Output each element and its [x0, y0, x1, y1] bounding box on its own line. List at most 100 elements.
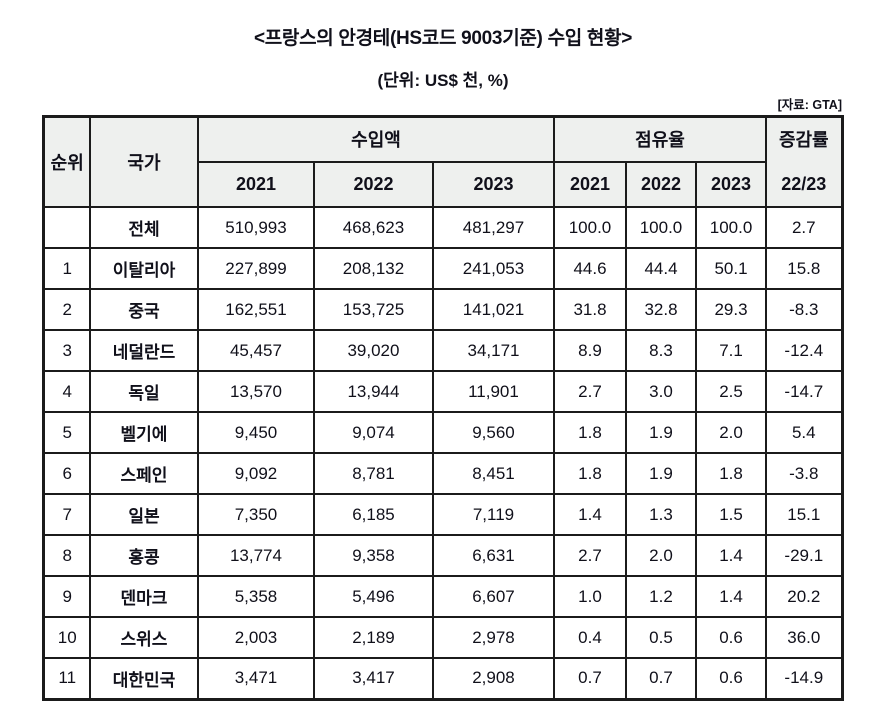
- share-2021-cell: 100.0: [553, 206, 627, 249]
- table-row: 6 스페인 9,092 8,781 8,451 1.8 1.9 1.8 -3.8: [42, 452, 844, 495]
- import-2021-cell: 45,457: [196, 329, 315, 372]
- rank-cell: 4: [42, 370, 91, 413]
- share-2021-cell: 2.7: [553, 370, 627, 413]
- table-row: 4 독일 13,570 13,944 11,901 2.7 3.0 2.5 -14.7: [42, 370, 844, 413]
- table-row: 3 네덜란드 45,457 39,020 34,171 8.9 8.3 7.1 -12.4: [42, 329, 844, 372]
- col-header-import-amount: 수입액: [196, 115, 556, 163]
- import-2023-cell: 7,119: [431, 493, 556, 536]
- share-2023-cell: 2.0: [694, 411, 768, 454]
- import-2021-cell: 5,358: [196, 575, 315, 618]
- import-2021-cell: 9,092: [196, 452, 315, 495]
- share-2023-cell: 0.6: [694, 657, 768, 700]
- import-table: 순위 국가 수입액 점유율 증감률 22/23 2021 2022 2023 2…: [42, 115, 844, 701]
- share-2022-cell: 3.0: [625, 370, 697, 413]
- import-2021-cell: 2,003: [196, 616, 315, 659]
- import-2023-cell: 11,901: [431, 370, 556, 413]
- share-2021-cell: 1.8: [553, 411, 627, 454]
- rank-cell: 5: [42, 411, 91, 454]
- import-2022-cell: 5,496: [312, 575, 434, 618]
- share-2022-cell: 1.9: [625, 411, 697, 454]
- growth-cell: -14.9: [765, 657, 844, 700]
- share-2021-cell: 8.9: [553, 329, 627, 372]
- rank-cell: [42, 206, 91, 249]
- import-2021-cell: 510,993: [196, 206, 315, 249]
- rank-cell: 8: [42, 534, 91, 577]
- share-2022-cell: 100.0: [625, 206, 697, 249]
- table-row: 1 이탈리아 227,899 208,132 241,053 44.6 44.4 50.1 15…: [42, 247, 844, 290]
- growth-cell: -3.8: [765, 452, 844, 495]
- rank-cell: 3: [42, 329, 91, 372]
- growth-cell: 15.1: [765, 493, 844, 536]
- import-2023-cell: 6,631: [431, 534, 556, 577]
- import-2023-cell: 141,021: [431, 288, 556, 331]
- rank-cell: 2: [42, 288, 91, 331]
- growth-period-label: 22/23: [781, 174, 827, 194]
- share-2023-cell: 1.5: [694, 493, 768, 536]
- growth-cell: 15.8: [765, 247, 844, 290]
- share-2023-cell: 1.4: [694, 575, 768, 618]
- import-2023-cell: 2,978: [431, 616, 556, 659]
- growth-cell: -29.1: [765, 534, 844, 577]
- share-2022-cell: 0.7: [625, 657, 697, 700]
- import-2022-cell: 13,944: [312, 370, 434, 413]
- table-row: 2 중국 162,551 153,725 141,021 31.8 32.8 29.3 -8.3: [42, 288, 844, 331]
- import-2023-cell: 9,560: [431, 411, 556, 454]
- import-2022-cell: 468,623: [312, 206, 434, 249]
- share-2022-cell: 1.9: [625, 452, 697, 495]
- share-2021-cell: 2.7: [553, 534, 627, 577]
- country-cell: 덴마크: [88, 575, 199, 618]
- table-row: 7 일본 7,350 6,185 7,119 1.4 1.3 1.5 15.1: [42, 493, 844, 536]
- rank-cell: 11: [42, 657, 91, 700]
- col-header-share-2022: 2022: [625, 160, 697, 209]
- col-header-share: 점유율: [552, 115, 768, 163]
- share-2022-cell: 8.3: [625, 329, 697, 372]
- source-note: [자료: GTA]: [777, 98, 842, 112]
- country-cell: 일본: [88, 493, 199, 536]
- col-header-share-2021: 2021: [553, 160, 627, 209]
- import-2022-cell: 208,132: [312, 247, 434, 290]
- country-cell: 스페인: [88, 452, 199, 495]
- country-cell: 전체: [88, 206, 199, 249]
- table-row: 10 스위스 2,003 2,189 2,978 0.4 0.5 0.6 36.0: [42, 616, 844, 659]
- rank-cell: 1: [42, 247, 91, 290]
- import-2023-cell: 241,053: [431, 247, 556, 290]
- col-header-rank: 순위: [42, 115, 91, 208]
- col-header-growth: 증감률 22/23: [765, 115, 844, 208]
- share-2021-cell: 44.6: [553, 247, 627, 290]
- share-2022-cell: 32.8: [625, 288, 697, 331]
- header-row-groups: 순위 국가 수입액 점유율 증감률 22/23: [42, 115, 844, 208]
- import-2022-cell: 9,358: [312, 534, 434, 577]
- import-2022-cell: 8,781: [312, 452, 434, 495]
- growth-cell: -12.4: [765, 329, 844, 372]
- growth-cell: -8.3: [765, 288, 844, 331]
- share-2022-cell: 2.0: [625, 534, 697, 577]
- table-body: 전체 510,993 468,623 481,297 100.0 100.0 100.0 2.…: [42, 206, 844, 700]
- country-cell: 홍콩: [88, 534, 199, 577]
- col-header-country: 국가: [88, 115, 199, 208]
- import-2023-cell: 481,297: [431, 206, 556, 249]
- rank-cell: 7: [42, 493, 91, 536]
- col-header-import-2022: 2022: [312, 160, 434, 209]
- import-2022-cell: 9,074: [312, 411, 434, 454]
- country-cell: 독일: [88, 370, 199, 413]
- share-2022-cell: 1.2: [625, 575, 697, 618]
- import-2021-cell: 13,774: [196, 534, 315, 577]
- import-2023-cell: 6,607: [431, 575, 556, 618]
- growth-cell: 36.0: [765, 616, 844, 659]
- import-2021-cell: 162,551: [196, 288, 315, 331]
- share-2023-cell: 1.4: [694, 534, 768, 577]
- growth-cell: 20.2: [765, 575, 844, 618]
- country-cell: 이탈리아: [88, 247, 199, 290]
- table-row: 전체 510,993 468,623 481,297 100.0 100.0 100.0 2.…: [42, 206, 844, 249]
- share-2023-cell: 7.1: [694, 329, 768, 372]
- import-2022-cell: 2,189: [312, 616, 434, 659]
- table-row: 11 대한민국 3,471 3,417 2,908 0.7 0.7 0.6 -14.9: [42, 657, 844, 700]
- table-header: 순위 국가 수입액 점유율 증감률 22/23 2021 2022 2023 2…: [42, 115, 844, 209]
- table-row: 8 홍콩 13,774 9,358 6,631 2.7 2.0 1.4 -29.1: [42, 534, 844, 577]
- header-row-years: 2021 2022 2023 2021 2022 2023: [44, 160, 842, 209]
- rank-cell: 9: [42, 575, 91, 618]
- share-2023-cell: 100.0: [694, 206, 768, 249]
- import-2021-cell: 227,899: [196, 247, 315, 290]
- share-2021-cell: 1.0: [553, 575, 627, 618]
